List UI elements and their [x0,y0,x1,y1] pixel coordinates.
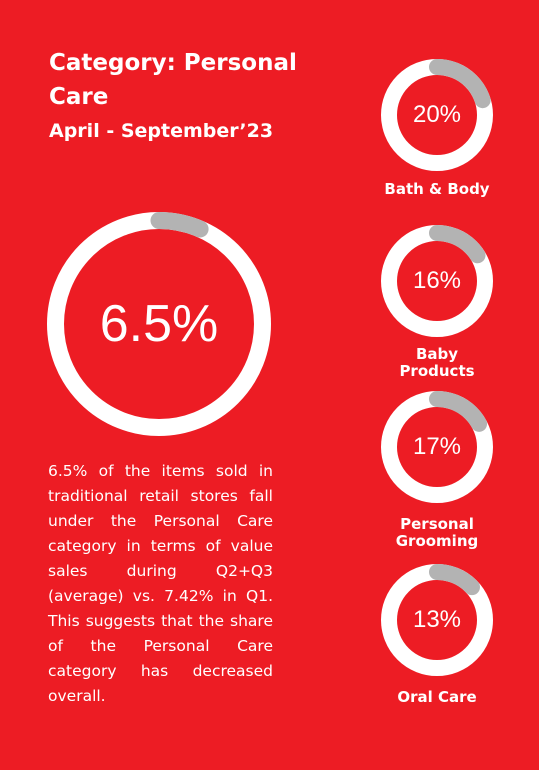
page-subtitle: April - September’23 [49,120,274,142]
description-text: 6.5% of the items sold in traditional re… [48,462,273,705]
donut-category-label: Personal Grooming [395,515,479,550]
donut-value-arc [429,59,491,109]
donut-value-arc [429,391,488,432]
donut-value-arc [150,212,209,238]
donut-ring [381,564,493,676]
donut-value-label: 16% [412,267,462,294]
donut-value-label: 13% [412,606,462,633]
donut-ring [381,59,493,171]
donut-category-label: Bath & Body [384,180,490,198]
donut-value-arc [429,225,486,264]
donut-value-label: 20% [412,101,462,128]
page-title: Category: Personal Care [49,50,297,110]
donut-value-label: 17% [412,433,462,460]
main-donut-chart [47,212,271,436]
donut-category-label: Oral Care [397,688,477,706]
donut-ring [381,225,493,337]
donut-ring [381,391,493,503]
donut-value-arc [429,564,480,596]
donut-category-label: Baby Products [399,345,475,380]
main-donut-value: 6.5% [99,295,219,353]
